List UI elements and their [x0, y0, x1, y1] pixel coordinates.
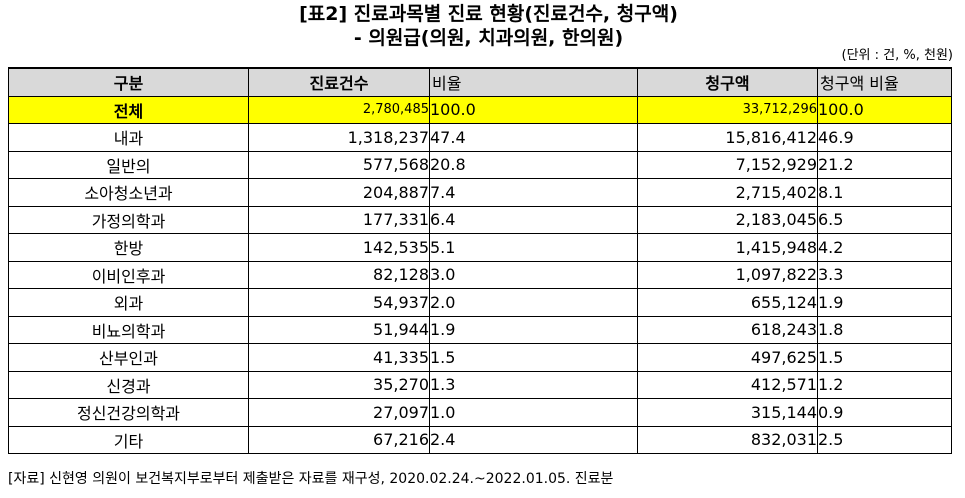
cell-category: 소아청소년과: [8, 178, 249, 207]
cell-cases: 67,216: [248, 425, 430, 454]
cell-case-ratio: 1.9: [429, 315, 638, 344]
cell-category: 정신건강의학과: [8, 398, 249, 427]
cell-claim-ratio: 3.3: [817, 260, 952, 289]
cell-claim: 33,712,296: [637, 95, 818, 124]
cell-cases: 1,318,237: [248, 123, 430, 152]
table-header-row: 구분 진료건수 비율 청구액 청구액 비율: [8, 67, 952, 97]
source-note: [자료] 신현영 의원이 보건복지부로부터 제출받은 자료를 재구성, 2020…: [8, 471, 614, 487]
table-subtitle: - 의원급(의원, 치과의원, 한의원): [353, 27, 624, 49]
cell-cases: 51,944: [248, 315, 430, 344]
cell-claim: 497,625: [637, 343, 818, 372]
table-row-total: 전체 2,780,485 100.0 33,712,296 100.0: [8, 95, 952, 124]
cell-case-ratio: 5.1: [429, 233, 638, 262]
cell-category: 가정의학과: [8, 205, 249, 234]
table-row: 정신건강의학과 27,097 1.0 315,144 0.9: [8, 398, 952, 427]
header-claim: 청구액: [637, 67, 818, 97]
cell-cases: 577,568: [248, 150, 430, 179]
table-row: 일반의 577,568 20.8 7,152,929 21.2: [8, 150, 952, 179]
table-row: 이비인후과 82,128 3.0 1,097,822 3.3: [8, 260, 952, 289]
cell-cases: 2,780,485: [248, 95, 430, 124]
cell-claim-ratio: 4.2: [817, 233, 952, 262]
header-claim-ratio: 청구액 비율: [817, 67, 952, 97]
cell-cases: 142,535: [248, 233, 430, 262]
cell-category: 이비인후과: [8, 260, 249, 289]
unit-note: (단위 : 건, %, 천원): [841, 48, 953, 63]
cell-claim: 655,124: [637, 288, 818, 317]
cell-claim: 2,183,045: [637, 205, 818, 234]
cell-case-ratio: 3.0: [429, 260, 638, 289]
table-row: 비뇨의학과 51,944 1.9 618,243 1.8: [8, 315, 952, 344]
cell-claim: 7,152,929: [637, 150, 818, 179]
cell-cases: 177,331: [248, 205, 430, 234]
cell-claim-ratio: 0.9: [817, 398, 952, 427]
cell-category: 비뇨의학과: [8, 315, 249, 344]
header-category: 구분: [8, 67, 249, 97]
cell-claim: 412,571: [637, 370, 818, 399]
cell-case-ratio: 7.4: [429, 178, 638, 207]
statistics-table: 구분 진료건수 비율 청구액 청구액 비율 전체 2,780,485 100.0 33…: [8, 67, 952, 454]
table-row: 한방 142,535 5.1 1,415,948 4.2: [8, 233, 952, 262]
cell-claim-ratio: 46.9: [817, 123, 952, 152]
cell-case-ratio: 1.0: [429, 398, 638, 427]
cell-claim: 315,144: [637, 398, 818, 427]
cell-case-ratio: 20.8: [429, 150, 638, 179]
cell-category: 내과: [8, 123, 249, 152]
cell-claim: 832,031: [637, 425, 818, 454]
cell-case-ratio: 2.4: [429, 425, 638, 454]
cell-cases: 41,335: [248, 343, 430, 372]
cell-category: 일반의: [8, 150, 249, 179]
cell-category: 기타: [8, 425, 249, 454]
cell-claim-ratio: 1.5: [817, 343, 952, 372]
cell-category: 한방: [8, 233, 249, 262]
cell-claim: 618,243: [637, 315, 818, 344]
cell-claim-ratio: 1.8: [817, 315, 952, 344]
cell-cases: 54,937: [248, 288, 430, 317]
cell-case-ratio: 1.3: [429, 370, 638, 399]
table-row: 기타 67,216 2.4 832,031 2.5: [8, 425, 952, 454]
header-case-ratio: 비율: [429, 67, 638, 97]
cell-cases: 204,887: [248, 178, 430, 207]
cell-case-ratio: 6.4: [429, 205, 638, 234]
cell-case-ratio: 2.0: [429, 288, 638, 317]
cell-claim-ratio: 1.2: [817, 370, 952, 399]
cell-cases: 27,097: [248, 398, 430, 427]
table-title: [표2] 진료과목별 진료 현황(진료건수, 청구액): [299, 3, 678, 25]
table-row: 신경과 35,270 1.3 412,571 1.2: [8, 370, 952, 399]
cell-claim-ratio: 2.5: [817, 425, 952, 454]
cell-claim: 2,715,402: [637, 178, 818, 207]
cell-category: 신경과: [8, 370, 249, 399]
table-row: 외과 54,937 2.0 655,124 1.9: [8, 288, 952, 317]
cell-category: 외과: [8, 288, 249, 317]
header-cases: 진료건수: [248, 67, 430, 97]
table-row: 소아청소년과 204,887 7.4 2,715,402 8.1: [8, 178, 952, 207]
cell-category: 산부인과: [8, 343, 249, 372]
table-body: 전체 2,780,485 100.0 33,712,296 100.0 내과 1,318,2…: [8, 95, 952, 454]
cell-claim-ratio: 6.5: [817, 205, 952, 234]
cell-cases: 35,270: [248, 370, 430, 399]
table-row: 산부인과 41,335 1.5 497,625 1.5: [8, 343, 952, 372]
cell-claim: 1,097,822: [637, 260, 818, 289]
cell-claim-ratio: 100.0: [817, 95, 952, 124]
cell-claim: 1,415,948: [637, 233, 818, 262]
cell-claim-ratio: 1.9: [817, 288, 952, 317]
cell-claim: 15,816,412: [637, 123, 818, 152]
table-row: 가정의학과 177,331 6.4 2,183,045 6.5: [8, 205, 952, 234]
cell-case-ratio: 1.5: [429, 343, 638, 372]
cell-category: 전체: [8, 95, 249, 124]
cell-cases: 82,128: [248, 260, 430, 289]
cell-case-ratio: 100.0: [429, 95, 638, 124]
cell-case-ratio: 47.4: [429, 123, 638, 152]
cell-claim-ratio: 21.2: [817, 150, 952, 179]
table-row: 내과 1,318,237 47.4 15,816,412 46.9: [8, 123, 952, 152]
cell-claim-ratio: 8.1: [817, 178, 952, 207]
